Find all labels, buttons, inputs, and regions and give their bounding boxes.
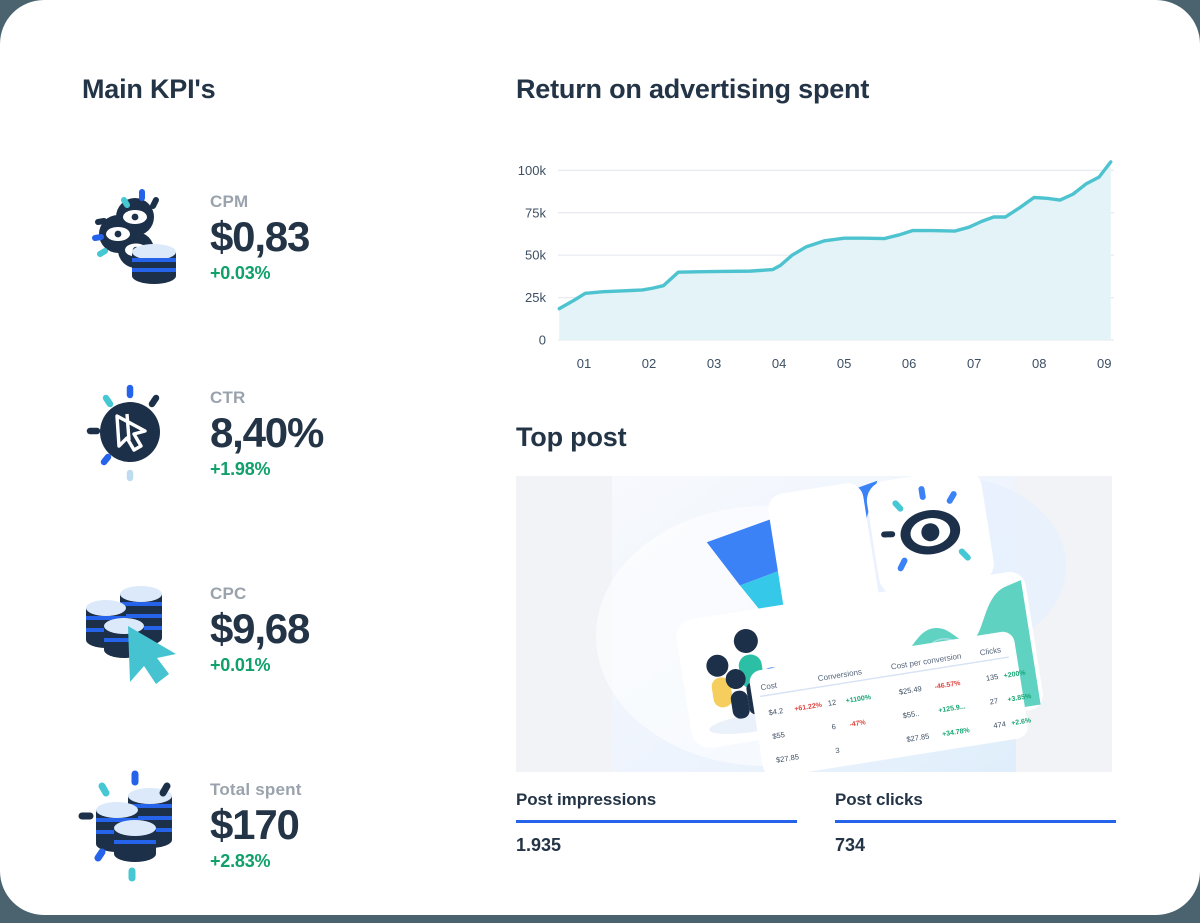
kpi-text-total-spent: Total spent $170 +2.83% — [210, 780, 302, 872]
kpi-value: $0,83 — [210, 212, 310, 260]
metric-underline — [516, 820, 797, 823]
svg-text:-47%: -47% — [849, 719, 867, 729]
x-axis-tick: 03 — [707, 356, 721, 371]
click-target-icon — [72, 374, 192, 494]
kpi-row-ctr[interactable]: CTR 8,40% +1.98% — [72, 336, 492, 532]
kpi-value: $170 — [210, 800, 300, 848]
metric-value: 734 — [835, 835, 866, 855]
svg-text:+200%: +200% — [1003, 670, 1027, 680]
kpi-label: CTR — [210, 387, 246, 407]
kpi-text-cpc: CPC $9,68 +0.01% — [210, 583, 310, 676]
svg-text:-46.57%: -46.57% — [934, 680, 962, 691]
chart-line — [557, 160, 1113, 311]
svg-text:$25.49: $25.49 — [898, 684, 922, 696]
x-axis-tick: 06 — [902, 356, 916, 371]
metric-post-clicks: Post clicks 734 — [835, 790, 1116, 856]
roas-chart[interactable]: 0 25k 50k 75k 100k 01 02 03 04 05 06 07 08 09 — [506, 136, 1126, 386]
svg-text:3: 3 — [835, 746, 841, 756]
y-axis-tick: 75k — [525, 205, 546, 220]
metric-label: Post impressions — [516, 790, 657, 809]
svg-text:+34.78%: +34.78% — [942, 727, 971, 738]
metric-underline — [835, 820, 1116, 823]
x-axis-tick: 05 — [837, 356, 851, 371]
main-kpi-heading: Main KPI's — [82, 74, 216, 104]
kpi-label: Total spent — [210, 779, 302, 799]
y-axis-tick: 50k — [525, 248, 546, 263]
metric-post-impressions: Post impressions 1.935 — [516, 790, 797, 856]
svg-text:$27.85: $27.85 — [775, 752, 799, 764]
svg-text:474: 474 — [993, 719, 1007, 730]
kpi-delta: +1.98% — [210, 459, 271, 480]
svg-text:+2.6%: +2.6% — [1011, 717, 1033, 727]
kpi-text-ctr: CTR 8,40% +1.98% — [210, 387, 324, 480]
top-post-heading: Top post — [516, 422, 627, 452]
svg-text:$55: $55 — [772, 730, 786, 741]
svg-text:$27.85: $27.85 — [906, 731, 930, 743]
kpi-label: CPC — [210, 583, 247, 603]
kpi-value: 8,40% — [210, 408, 324, 456]
x-axis-tick: 04 — [772, 356, 786, 371]
metric-value: 1.935 — [516, 835, 562, 855]
svg-text:+125.9...: +125.9... — [938, 703, 966, 714]
right-panel: Return on advertising spent 0 25k 50k 75k 10… — [500, 0, 1200, 915]
eyes-coins-icon — [72, 178, 192, 298]
x-axis-tick: 08 — [1032, 356, 1046, 371]
svg-text:Cost: Cost — [760, 681, 778, 693]
kpi-row-cpc[interactable]: CPC $9,68 +0.01% — [72, 532, 492, 728]
kpi-row-cpm[interactable]: CPM $0,83 +0.03% — [72, 140, 492, 336]
x-axis-tick: 02 — [642, 356, 656, 371]
post-metrics: Post impressions 1.935 Post clicks 734 — [516, 790, 1116, 856]
kpi-text-cpm: CPM $0,83 +0.03% — [210, 191, 310, 284]
kpi-delta: +2.83% — [210, 851, 271, 872]
svg-text:135: 135 — [985, 672, 999, 683]
svg-text:+3.85%: +3.85% — [1007, 693, 1033, 704]
y-axis-tick: 0 — [539, 333, 546, 348]
y-axis-tick: 100k — [518, 163, 547, 178]
coins-cursor-icon — [72, 570, 192, 690]
svg-text:+61.22%: +61.22% — [794, 702, 823, 713]
kpi-list: CPM $0,83 +0.03% — [72, 140, 492, 915]
kpi-label: CPM — [210, 191, 249, 211]
kpi-delta: +0.03% — [210, 263, 271, 284]
x-axis-tick: 09 — [1097, 356, 1111, 371]
svg-text:$55..: $55.. — [902, 709, 920, 720]
kpi-row-total-spent[interactable]: Total spent $170 +2.83% — [72, 728, 492, 915]
metric-label: Post clicks — [835, 790, 923, 809]
svg-text:12: 12 — [827, 698, 837, 708]
svg-text:+1100%: +1100% — [845, 694, 872, 705]
top-post-image[interactable]: Cost Conversions Cost per conversion Cli… — [516, 476, 1112, 772]
coins-stack-icon — [72, 766, 192, 886]
main-kpi-panel: Main KPI's — [0, 0, 500, 915]
svg-text:6: 6 — [831, 722, 837, 732]
svg-text:$4.2: $4.2 — [768, 706, 784, 717]
x-axis-tick: 07 — [967, 356, 981, 371]
kpi-delta: +0.01% — [210, 655, 271, 676]
chart-area-fill — [559, 161, 1111, 340]
roas-heading: Return on advertising spent — [516, 74, 870, 104]
svg-text:Clicks: Clicks — [979, 645, 1001, 657]
kpi-value: $9,68 — [210, 604, 310, 652]
svg-text:27: 27 — [989, 696, 999, 706]
x-axis-tick: 01 — [577, 356, 591, 371]
y-axis-tick: 25k — [525, 290, 546, 305]
